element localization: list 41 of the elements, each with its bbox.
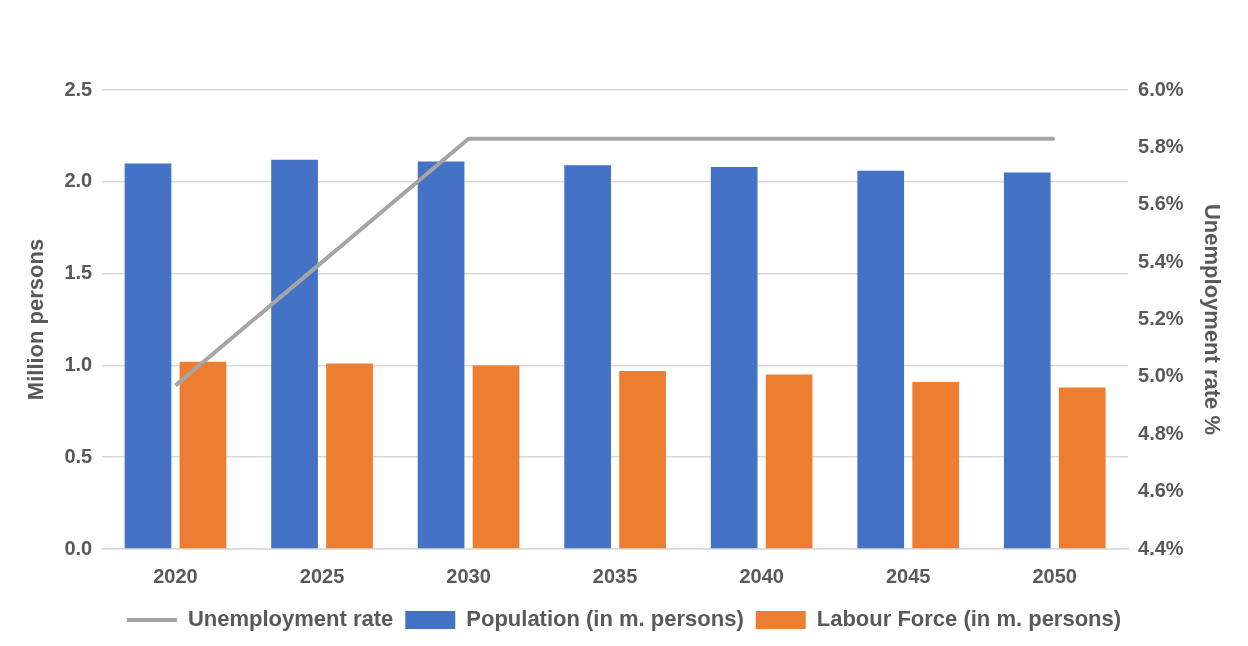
bar xyxy=(564,165,611,549)
y-tick-label: 1.5 xyxy=(64,261,93,284)
legend-label: Population (in m. persons) xyxy=(466,606,744,632)
y2-axis-title: Unemployment rate % xyxy=(1199,203,1225,436)
bar xyxy=(1058,387,1106,549)
bar xyxy=(472,365,520,549)
y-tick-label: 2.0 xyxy=(64,169,93,192)
bar xyxy=(271,159,318,549)
y2-tick-label: 4.4% xyxy=(1138,536,1184,559)
bar xyxy=(417,161,465,549)
y2-tick-label: 5.4% xyxy=(1138,249,1184,272)
bar xyxy=(179,361,227,549)
y-tick-label: 0.0 xyxy=(64,536,93,559)
x-tick-label: 2050 xyxy=(1032,564,1077,587)
y2-tick-label: 5.2% xyxy=(1138,307,1184,330)
y2-tick-label: 4.8% xyxy=(1138,421,1184,444)
bar xyxy=(765,374,813,549)
y-tick-label: 2.5 xyxy=(64,77,93,100)
x-tick-label: 2035 xyxy=(592,564,638,587)
y2-tick-label: 4.6% xyxy=(1138,479,1184,502)
y2-tick-label: 6.0% xyxy=(1138,77,1184,100)
y2-tick-label: 5.6% xyxy=(1138,192,1184,215)
y-axis-title: Million persons xyxy=(23,238,49,401)
bar xyxy=(912,381,960,549)
x-tick-label: 2040 xyxy=(739,564,784,587)
bar xyxy=(326,363,373,549)
x-tick-label: 2045 xyxy=(885,564,931,587)
x-tick-label: 2020 xyxy=(153,564,198,587)
legend-label: Unemployment rate xyxy=(187,606,394,632)
x-tick-label: 2025 xyxy=(299,564,345,587)
bar xyxy=(710,167,758,549)
y-tick-label: 1.0 xyxy=(64,352,93,375)
legend-label: Labour Force (in m. persons) xyxy=(816,606,1122,632)
bar xyxy=(124,163,172,549)
y2-tick-label: 5.0% xyxy=(1138,364,1184,387)
y2-tick-label: 5.8% xyxy=(1138,134,1184,157)
x-tick-label: 2030 xyxy=(446,564,491,587)
bar xyxy=(857,170,905,549)
bar xyxy=(619,370,666,549)
y-tick-label: 0.5 xyxy=(64,444,93,467)
bar xyxy=(1003,172,1051,549)
